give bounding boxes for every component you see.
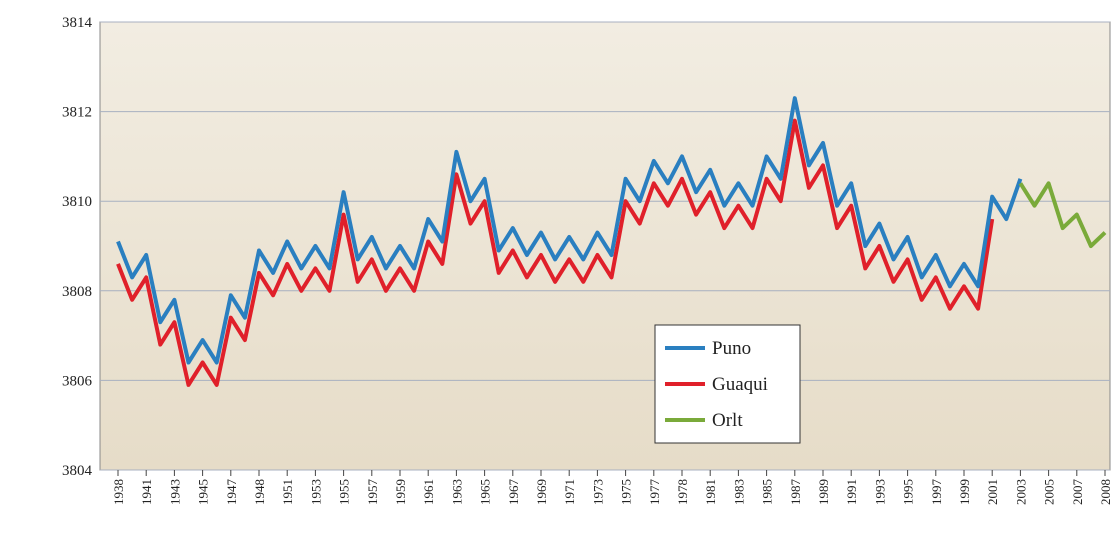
x-tick-label: 1989	[816, 479, 831, 505]
x-tick-label: 1947	[224, 479, 239, 506]
x-tick-label: 1955	[337, 479, 352, 505]
x-tick-label: 1978	[675, 479, 690, 505]
x-tick-label: 1991	[844, 479, 859, 505]
x-tick-label: 1959	[393, 479, 408, 505]
x-tick-label: 1973	[590, 479, 605, 505]
x-tick-label: 1941	[139, 479, 154, 505]
legend-label: Orlt	[712, 410, 743, 431]
x-tick-label: 1971	[562, 479, 577, 505]
y-tick-label: 3810	[62, 194, 92, 210]
x-tick-label: 1981	[703, 479, 718, 505]
x-tick-label: 1999	[957, 479, 972, 505]
x-tick-label: 2005	[1042, 479, 1057, 505]
y-tick-label: 3814	[62, 15, 93, 31]
x-tick-label: 2007	[1070, 479, 1085, 506]
y-tick-label: 3806	[62, 373, 93, 389]
y-tick-label: 3812	[62, 105, 92, 121]
x-tick-label: 1961	[421, 479, 436, 505]
x-tick-label: 1951	[280, 479, 295, 505]
x-tick-label: 1948	[252, 479, 267, 505]
x-tick-label: 1995	[901, 479, 916, 505]
series-line	[116, 118, 995, 387]
y-tick-label: 3808	[62, 284, 92, 300]
legend-label: Guaqui	[712, 374, 768, 395]
x-tick-label: 1977	[647, 479, 662, 506]
x-tick-label: 1975	[619, 479, 634, 505]
x-tick-label: 1969	[534, 479, 549, 505]
series-line	[116, 96, 1023, 365]
x-tick-label: 1938	[111, 479, 126, 505]
x-tick-label: 2008	[1098, 479, 1113, 505]
x-tick-label: 1993	[872, 479, 887, 505]
series-line	[1018, 181, 1107, 248]
x-tick-label: 1943	[167, 479, 182, 505]
x-tick-label: 1957	[365, 479, 380, 506]
x-tick-label: 1945	[196, 479, 211, 505]
x-tick-label: 1997	[929, 479, 944, 506]
x-tick-label: 1963	[449, 479, 464, 505]
x-tick-label: 1987	[788, 479, 803, 506]
legend-label: Puno	[712, 338, 751, 359]
x-tick-label: 2003	[1013, 479, 1028, 505]
x-tick-label: 1953	[308, 479, 323, 505]
x-tick-label: 2001	[985, 479, 1000, 505]
x-tick-label: 1965	[478, 479, 493, 505]
x-tick-label: 1967	[506, 479, 521, 506]
x-tick-label: 1983	[731, 479, 746, 505]
y-tick-label: 3804	[62, 463, 93, 479]
x-tick-label: 1985	[760, 479, 775, 505]
